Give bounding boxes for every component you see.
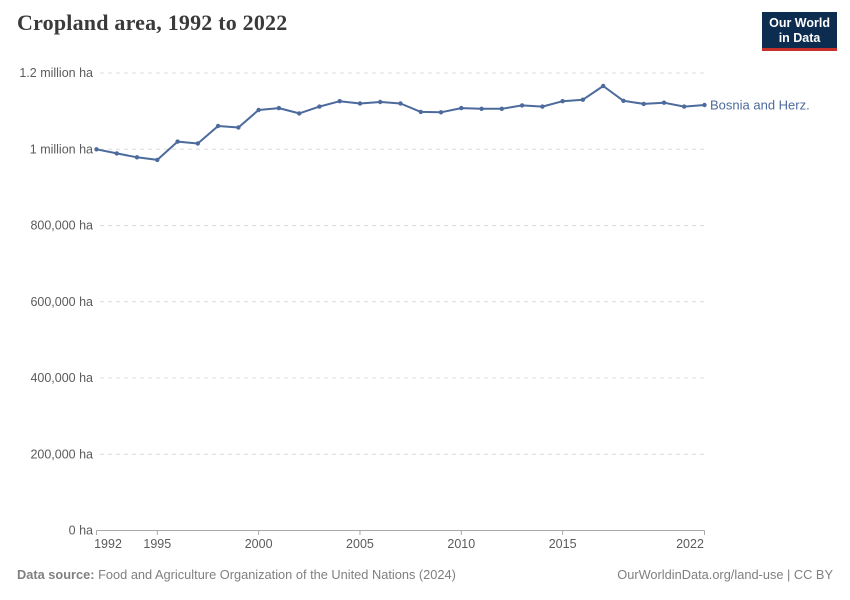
data-point bbox=[479, 106, 484, 112]
x-tick-label: 2010 bbox=[447, 537, 475, 551]
x-tick-label: 2022 bbox=[676, 537, 704, 551]
data-point bbox=[256, 107, 261, 113]
data-point bbox=[459, 105, 464, 111]
data-point bbox=[378, 99, 383, 105]
owid-url-license[interactable]: OurWorldinData.org/land-use | CC BY bbox=[617, 567, 833, 582]
data-point bbox=[641, 101, 646, 107]
data-point bbox=[438, 110, 444, 115]
owid-logo-line1: Our World bbox=[769, 16, 830, 30]
x-tick-label: 2005 bbox=[346, 537, 374, 551]
owid-logo-line2: in Data bbox=[778, 30, 821, 45]
data-point bbox=[317, 104, 322, 109]
data-point bbox=[236, 125, 241, 130]
y-tick-label: 400,000 ha bbox=[30, 371, 93, 385]
data-point bbox=[682, 104, 687, 109]
data-source-label: Data source: bbox=[17, 567, 95, 582]
x-tick-label: 2015 bbox=[549, 537, 577, 551]
y-tick-label: 1.2 million ha bbox=[19, 66, 93, 80]
chart-footer: Data source: Food and Agriculture Organi… bbox=[17, 567, 833, 582]
data-point bbox=[580, 97, 586, 102]
data-point bbox=[661, 100, 667, 105]
data-point bbox=[276, 105, 282, 111]
data-point bbox=[357, 101, 363, 106]
y-tick-label: 0 ha bbox=[69, 524, 93, 538]
data-point bbox=[337, 99, 342, 104]
data-point bbox=[398, 101, 403, 106]
data-point bbox=[215, 123, 221, 129]
data-point bbox=[519, 103, 525, 108]
data-point bbox=[134, 155, 140, 160]
data-point bbox=[114, 151, 120, 156]
page-title: Cropland area, 1992 to 2022 bbox=[17, 10, 288, 35]
data-point bbox=[499, 106, 504, 112]
data-point bbox=[195, 141, 200, 146]
data-point bbox=[418, 109, 423, 115]
owid-logo[interactable]: Our World in Data bbox=[762, 12, 837, 51]
x-tick-label: 1992 bbox=[94, 537, 122, 551]
data-point bbox=[702, 102, 707, 108]
series-label[interactable]: Bosnia and Herz. bbox=[710, 98, 810, 113]
data-point bbox=[621, 98, 626, 104]
x-tick-label: 2000 bbox=[245, 537, 273, 551]
data-point bbox=[94, 147, 99, 152]
data-point bbox=[601, 83, 606, 89]
y-tick-label: 1 million ha bbox=[30, 142, 93, 156]
y-tick-label: 200,000 ha bbox=[30, 447, 93, 461]
x-tick-label: 1995 bbox=[143, 537, 171, 551]
data-point bbox=[155, 157, 160, 163]
y-tick-label: 600,000 ha bbox=[30, 295, 93, 309]
data-point bbox=[297, 111, 302, 116]
data-source: Data source: Food and Agriculture Organi… bbox=[17, 567, 456, 582]
data-point bbox=[175, 139, 180, 144]
y-tick-label: 800,000 ha bbox=[30, 219, 93, 233]
data-source-text: Food and Agriculture Organization of the… bbox=[98, 567, 456, 582]
data-point bbox=[560, 99, 565, 104]
data-point bbox=[540, 104, 545, 109]
